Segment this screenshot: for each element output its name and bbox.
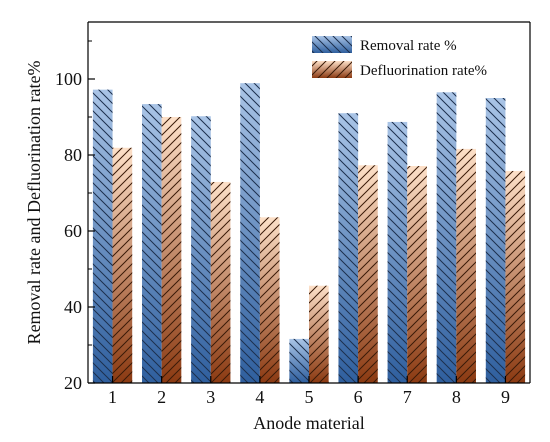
legend: Removal rate % Defluorination rate% [312,36,487,79]
bar-series2-cat8 [456,148,476,383]
ticks-layer: 20 40 60 80 100 1 2 3 4 5 6 7 8 9 [55,40,510,407]
x-tick-label: 1 [108,387,117,407]
bar-series2-cat2 [161,117,182,383]
y-tick-label: 80 [64,145,82,165]
y-tick-label: 60 [64,221,82,241]
bar-series1-cat2 [142,104,162,383]
bar-series2-cat6 [358,165,378,383]
y-tick-label: 40 [64,297,82,317]
bar-series1-cat4 [240,83,260,384]
bar-series2-cat5 [309,285,329,383]
bar-series2-cat7 [407,166,427,383]
bar-series1-cat6 [338,113,359,383]
legend-label: Defluorination rate% [360,63,487,79]
x-tick-label: 2 [157,387,166,407]
x-tick-label: 4 [255,387,264,407]
x-axis-title: Anode material [253,413,364,433]
x-tick-label: 8 [452,387,461,407]
bar-series1-cat9 [485,98,506,383]
y-tick-label: 100 [55,69,82,89]
x-tick-label: 5 [305,387,314,407]
bar-series1-cat5 [289,338,309,383]
bar-series1-cat1 [92,89,113,383]
bar-series1-cat7 [387,121,408,383]
bars-layer [92,83,526,384]
x-tick-label: 3 [206,387,215,407]
bar-series2-cat9 [505,170,526,383]
x-tick-label: 7 [403,387,412,407]
x-tick-label: 9 [501,387,510,407]
bar-series1-cat8 [436,92,457,384]
bar-series2-cat1 [112,147,133,383]
legend-item-2: Defluorination rate% [312,61,487,79]
y-axis-title: Removal rate and Defluorination rate% [24,61,44,345]
legend-label: Removal rate % [360,38,457,54]
legend-item-1: Removal rate % [312,36,457,54]
y-tick-label: 20 [64,373,82,393]
bar-series2-cat4 [259,217,280,383]
x-tick-label: 6 [354,387,363,407]
bar-series1-cat3 [191,116,211,384]
bar-series2-cat3 [210,181,231,383]
